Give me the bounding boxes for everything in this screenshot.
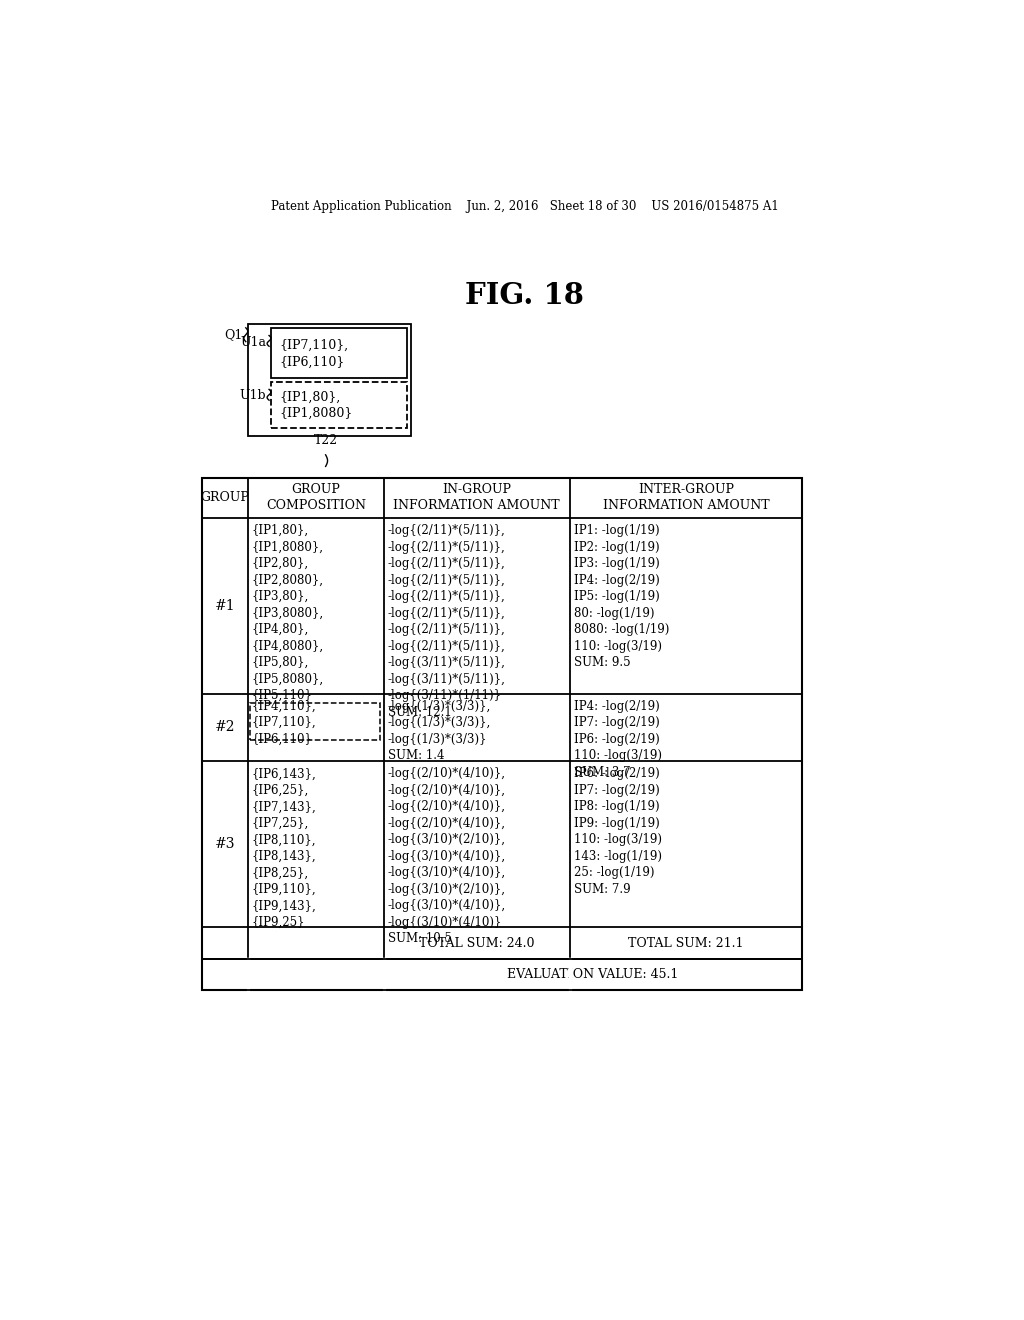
Text: U1a: U1a bbox=[240, 335, 266, 348]
Text: IN-GROUP
INFORMATION AMOUNT: IN-GROUP INFORMATION AMOUNT bbox=[393, 483, 560, 512]
Text: -log{(1/3)*(3/3)},
-log{(1/3)*(3/3)},
-log{(1/3)*(3/3)}
SUM: 1.4: -log{(1/3)*(3/3)}, -log{(1/3)*(3/3)}, -l… bbox=[388, 700, 490, 762]
Bar bbox=[271, 327, 407, 378]
Text: Patent Application Publication    Jun. 2, 2016   Sheet 18 of 30    US 2016/01548: Patent Application Publication Jun. 2, 2… bbox=[271, 199, 778, 213]
Text: {IP1,8080}: {IP1,8080} bbox=[280, 407, 352, 420]
Text: EVALUATION VALUE: 45.1: EVALUATION VALUE: 45.1 bbox=[507, 968, 679, 981]
Text: T22: T22 bbox=[313, 434, 338, 447]
Text: {IP6,143},
{IP6,25},
{IP7,143},
{IP7,25},
{IP8,110},
{IP8,143},
{IP8,25},
{IP9,1: {IP6,143}, {IP6,25}, {IP7,143}, {IP7,25}… bbox=[252, 767, 316, 929]
Text: #3: #3 bbox=[215, 837, 236, 851]
Text: IP1: -log(1/19)
IP2: -log(1/19)
IP3: -log(1/19)
IP4: -log(2/19)
IP5: -log(1/19)
: IP1: -log(1/19) IP2: -log(1/19) IP3: -lo… bbox=[573, 524, 669, 669]
Text: -log{(2/11)*(5/11)},
-log{(2/11)*(5/11)},
-log{(2/11)*(5/11)},
-log{(2/11)*(5/11: -log{(2/11)*(5/11)}, -log{(2/11)*(5/11)}… bbox=[388, 524, 506, 718]
Text: Q1: Q1 bbox=[224, 327, 243, 341]
Text: GROUP: GROUP bbox=[201, 491, 249, 504]
Text: -log{(2/10)*(4/10)},
-log{(2/10)*(4/10)},
-log{(2/10)*(4/10)},
-log{(2/10)*(4/10: -log{(2/10)*(4/10)}, -log{(2/10)*(4/10)}… bbox=[388, 767, 506, 945]
Text: {IP1,80},
{IP1,8080},
{IP2,80},
{IP2,8080},
{IP3,80},
{IP3,8080},
{IP4,80},
{IP4: {IP1,80}, {IP1,8080}, {IP2,80}, {IP2,808… bbox=[252, 524, 325, 702]
Text: #1: #1 bbox=[215, 599, 236, 612]
Text: {IP7,110},: {IP7,110}, bbox=[280, 339, 348, 351]
Text: {IP6,110}: {IP6,110} bbox=[280, 355, 344, 368]
Text: TOTAL SUM: 21.1: TOTAL SUM: 21.1 bbox=[629, 936, 743, 949]
Text: {IP4,110},
{IP7,110},
{IP6,110}: {IP4,110}, {IP7,110}, {IP6,110} bbox=[252, 700, 316, 746]
Text: {IP1,80},: {IP1,80}, bbox=[280, 391, 340, 404]
Text: INTER-GROUP
INFORMATION AMOUNT: INTER-GROUP INFORMATION AMOUNT bbox=[603, 483, 769, 512]
Text: GROUP
COMPOSITION: GROUP COMPOSITION bbox=[266, 483, 366, 512]
Text: IP6: -log(2/19)
IP7: -log(2/19)
IP8: -log(1/19)
IP9: -log(1/19)
110: -log(3/19)
: IP6: -log(2/19) IP7: -log(2/19) IP8: -lo… bbox=[573, 767, 662, 896]
Text: FIG. 18: FIG. 18 bbox=[465, 281, 585, 310]
Text: #2: #2 bbox=[215, 721, 236, 734]
Bar bbox=[271, 381, 407, 428]
Text: TOTAL SUM: 24.0: TOTAL SUM: 24.0 bbox=[419, 936, 535, 949]
Text: U1b: U1b bbox=[240, 389, 266, 403]
Text: IP4: -log(2/19)
IP7: -log(2/19)
IP6: -log(2/19)
110: -log(3/19)
SUM: 3.7: IP4: -log(2/19) IP7: -log(2/19) IP6: -lo… bbox=[573, 700, 662, 779]
Bar bbox=[251, 702, 380, 739]
Bar bbox=[202, 478, 802, 990]
Bar bbox=[248, 323, 411, 436]
